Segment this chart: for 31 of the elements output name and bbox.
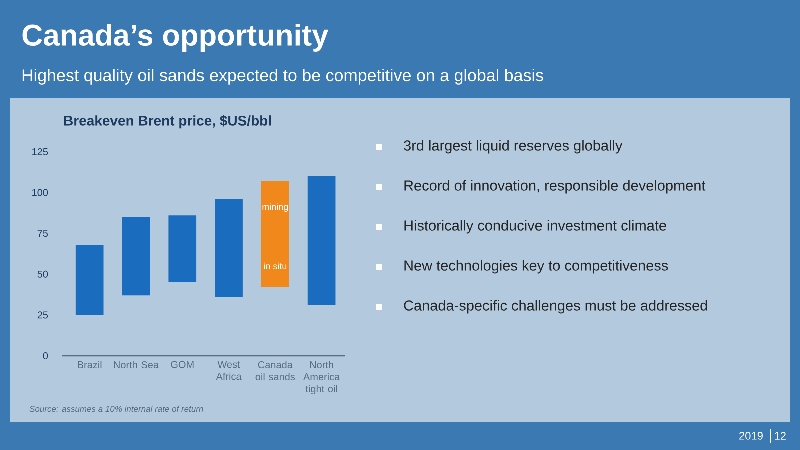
text: Record of innovation, responsible development	[404, 180, 706, 194]
y-axis-title: Breakeven Brent price, $US/bbl	[64, 115, 272, 129]
y-tick-label: 0	[43, 352, 48, 360]
y-tick-label: 125	[32, 148, 48, 156]
y-tick-label: 100	[32, 189, 48, 196]
text: Canada-specific challenges must be addressed	[404, 300, 708, 314]
text: New technologies key to competitiveness	[404, 260, 668, 274]
x-tick-label: West Africa	[216, 361, 242, 380]
source-note: Source: assumes a 10% internal rate of return	[30, 406, 204, 412]
chart-subtitle: Highest quality oil sands expected to be competitive on a global basis	[22, 69, 544, 85]
bar	[168, 216, 197, 283]
annotation: in situ	[264, 262, 287, 270]
y-tick-label: 25	[38, 312, 48, 319]
bar	[122, 217, 150, 296]
bar	[215, 199, 243, 298]
bar	[261, 181, 290, 288]
x-tick-label: North America tight oil	[303, 361, 340, 395]
text: 2019	[740, 432, 763, 440]
y-tick-label: 75	[38, 230, 48, 238]
x-tick-label: Canada oil sands	[256, 361, 296, 381]
x-tick-label: Brazil	[78, 361, 102, 369]
text: 3rd largest liquid reserves globally	[404, 140, 623, 154]
x-tick-label: North Sea	[114, 361, 160, 369]
text: 12	[775, 432, 786, 440]
annotation: mining	[262, 204, 288, 212]
bar	[76, 245, 104, 316]
bar	[308, 176, 336, 306]
x-tick-label: GOM	[171, 361, 194, 368]
text: Historically conducive investment climate	[404, 220, 666, 234]
y-tick-label: 50	[38, 270, 48, 278]
chart-title: Canada’s opportunity	[22, 24, 329, 52]
